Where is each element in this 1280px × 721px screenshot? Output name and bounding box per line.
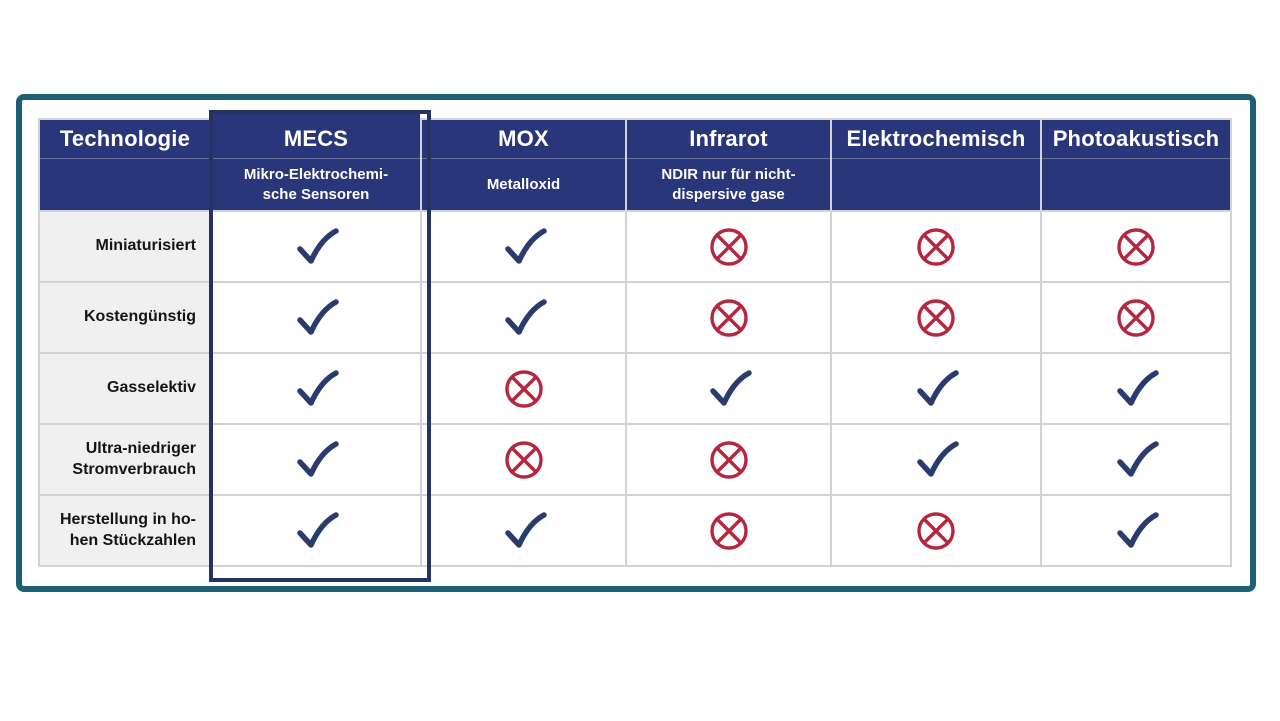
value-cell-elektrochemisch [832, 212, 1040, 281]
check-icon [297, 511, 339, 548]
value-cell-elektrochemisch [832, 354, 1040, 423]
value-cell-photoakustisch [1042, 425, 1230, 494]
value-cell-infrarot [627, 354, 830, 423]
header-cell-photoakustisch: Photoakustisch [1042, 120, 1230, 210]
value-cell-mox [422, 496, 625, 565]
cross-x-icon [709, 298, 748, 337]
column-subtitle [832, 159, 1040, 210]
value-cell-photoakustisch [1042, 283, 1230, 352]
cross-x-icon [917, 227, 955, 266]
check-icon [917, 440, 959, 477]
row-label: Gasselektiv [40, 354, 210, 423]
value-cell-mox [422, 425, 625, 494]
value-cell-mox [422, 354, 625, 423]
row-label: Herstellung in ho- hen Stückzahlen [40, 496, 210, 565]
check-icon [709, 369, 752, 406]
value-cell-infrarot [627, 425, 830, 494]
cross-x-icon [709, 227, 748, 266]
header-cell-mecs: MECS Mikro-Elektrochemi- sche Sensoren [212, 120, 420, 210]
value-cell-photoakustisch [1042, 354, 1230, 423]
header-cell-infrarot: Infrarot NDIR nur für nicht- dispersive g… [627, 120, 830, 210]
column-title: MECS [212, 120, 420, 159]
check-icon [504, 298, 547, 335]
cross-x-icon [504, 369, 543, 408]
value-cell-infrarot [627, 212, 830, 281]
cross-x-icon [709, 511, 748, 550]
check-icon [1117, 511, 1159, 548]
check-icon [297, 227, 339, 264]
check-icon [297, 298, 339, 335]
column-subtitle: Mikro-Elektrochemi- sche Sensoren [243, 166, 389, 203]
cross-x-icon [917, 298, 955, 337]
value-cell-infrarot [627, 496, 830, 565]
row-label: Miniaturisiert [40, 212, 210, 281]
value-cell-elektrochemisch [832, 425, 1040, 494]
value-cell-mecs [212, 212, 420, 281]
comparison-table: Technologie MECS Mikro-Elektrochemi- sche… [38, 110, 1232, 582]
corner-subtitle [40, 159, 210, 210]
column-title: Photoakustisch [1042, 120, 1230, 159]
value-cell-mecs [212, 496, 420, 565]
check-icon [504, 511, 547, 548]
value-cell-mox [422, 283, 625, 352]
column-title: Infrarot [627, 120, 830, 159]
cross-x-icon [504, 440, 543, 479]
header-cell-technologie: Technologie [40, 120, 210, 210]
check-icon [1117, 369, 1159, 406]
header-cell-mox: MOX Metalloxid [422, 120, 625, 210]
check-icon [297, 440, 339, 477]
cross-x-icon [1117, 298, 1155, 337]
row-label: Ultra-niedriger Stromverbrauch [40, 425, 210, 494]
value-cell-elektrochemisch [832, 283, 1040, 352]
value-cell-mecs [212, 283, 420, 352]
column-title: Elektrochemisch [832, 120, 1040, 159]
value-cell-mecs [212, 354, 420, 423]
check-icon [297, 369, 339, 406]
value-cell-infrarot [627, 283, 830, 352]
value-cell-photoakustisch [1042, 212, 1230, 281]
cross-x-icon [917, 511, 955, 550]
value-cell-photoakustisch [1042, 496, 1230, 565]
value-cell-mox [422, 212, 625, 281]
check-icon [917, 369, 959, 406]
cross-x-icon [709, 440, 748, 479]
cross-x-icon [1117, 227, 1155, 266]
value-cell-mecs [212, 425, 420, 494]
corner-title: Technologie [40, 120, 210, 159]
row-label: Kostengünstig [40, 283, 210, 352]
column-subtitle: Metalloxid [486, 175, 561, 193]
header-cell-elektrochemisch: Elektrochemisch [832, 120, 1040, 210]
column-subtitle: NDIR nur für nicht- dispersive gase [661, 166, 796, 203]
check-icon [1117, 440, 1159, 477]
value-cell-elektrochemisch [832, 496, 1040, 565]
column-title: MOX [422, 120, 625, 159]
check-icon [504, 227, 547, 264]
column-subtitle [1042, 159, 1230, 210]
